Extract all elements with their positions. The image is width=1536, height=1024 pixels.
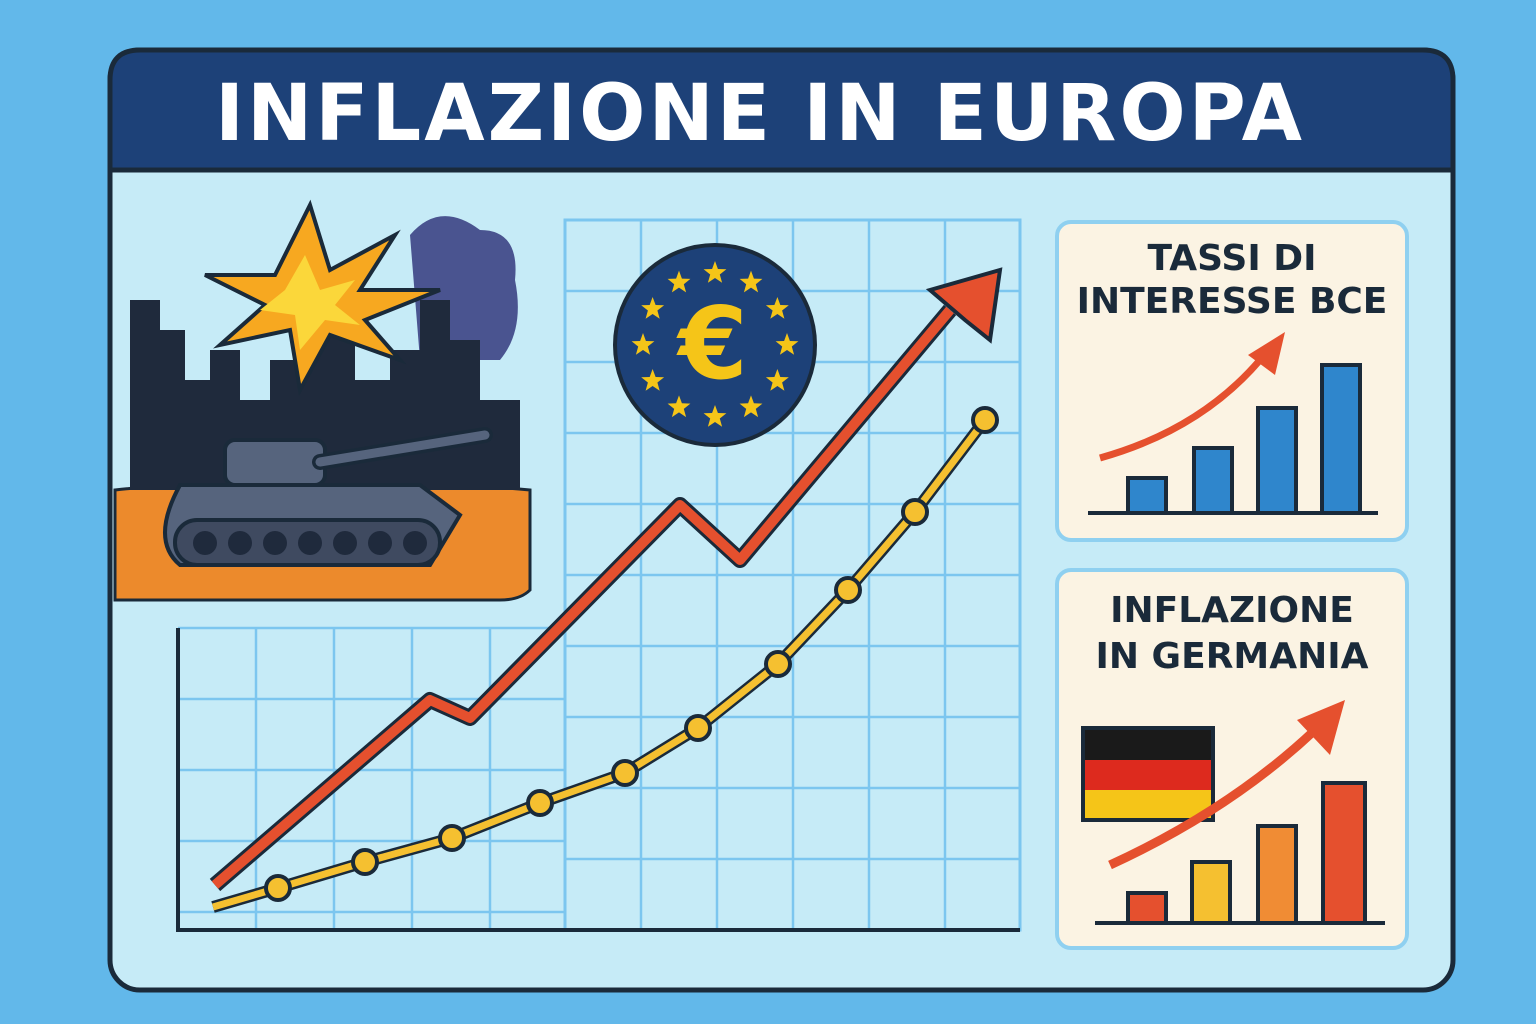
euro-symbol: € [676,285,748,402]
grid [176,218,1020,932]
panel-germany: INFLAZIONE IN GERMANIA [1055,568,1409,950]
panel-title: INTERESSE BCE [1077,281,1388,322]
header-bar [107,47,1456,173]
point [834,576,862,604]
red-arrow [211,306,954,889]
euro-emblem: € [613,243,817,447]
point [611,759,639,787]
point [684,714,712,742]
star [765,369,789,391]
star [631,333,655,355]
point [351,848,379,876]
star [703,405,727,427]
red-arrow-head [925,267,1003,344]
star [739,395,763,418]
star [739,270,763,293]
star [775,333,799,355]
panel-title: INFLAZIONE [1110,590,1354,631]
yellow-points [264,406,999,902]
star [667,270,691,293]
panel-title: IN GERMANIA [1096,636,1369,677]
point [764,650,792,678]
panel-title: TASSI DI [1147,238,1316,279]
star [641,297,665,319]
star [667,395,691,418]
point [971,406,999,434]
war-scene [113,199,532,602]
point [526,789,554,817]
axes [176,628,1020,932]
panel-bce: TASSI DI INTERESSE BCE [1055,220,1409,542]
star [703,261,727,283]
title: INFLAZIONE IN EUROPA [215,69,1305,159]
point [264,874,292,902]
star [641,369,665,391]
point [901,498,929,526]
star [765,297,789,319]
point [438,824,466,852]
